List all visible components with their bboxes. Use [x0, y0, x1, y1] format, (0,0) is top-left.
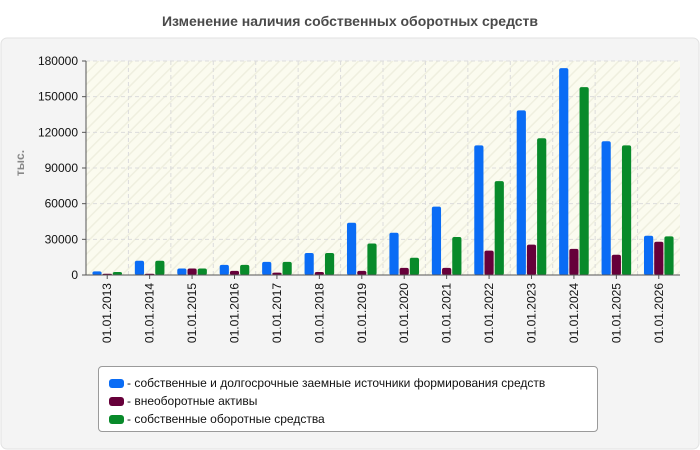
bar-sources [134, 260, 145, 275]
bar-noncurrent-assets [272, 272, 282, 275]
bar-noncurrent-assets [569, 248, 579, 275]
y-tick-label: 120000 [38, 125, 78, 139]
bar-sources [559, 68, 569, 275]
bar-working-capital [409, 257, 420, 275]
legend-item-sources: - собственные и долгосрочные заемные ист… [109, 374, 587, 392]
bar-working-capital [240, 264, 250, 275]
y-tick-label: 150000 [38, 90, 78, 104]
y-tick-label: 90000 [45, 161, 79, 175]
x-tick-label: 01.01.2023 [525, 283, 539, 343]
bar-sources [219, 264, 229, 275]
legend-swatch-noncurrent-assets [109, 396, 124, 406]
bar-noncurrent-assets [314, 272, 324, 275]
bar-noncurrent-assets [187, 268, 197, 275]
legend-item-working-capital: - собственные оборотные средства [109, 410, 587, 428]
x-tick-label: 01.01.2017 [270, 283, 284, 343]
legend-swatch-sources [109, 378, 124, 388]
bar-working-capital [282, 261, 292, 275]
x-tick-label: 01.01.2019 [355, 283, 369, 343]
y-tick-label: 60000 [45, 197, 79, 211]
grid-layer [86, 60, 680, 275]
bar-sources [474, 145, 484, 275]
y-tick-label: 0 [71, 268, 78, 282]
bar-working-capital [324, 253, 335, 275]
bar-sources [389, 232, 399, 275]
y-ticks: 0 30000 60000 90000 120000 150000 180000 [38, 54, 86, 282]
bar-working-capital [112, 272, 123, 275]
y-tick-label: 180000 [38, 54, 78, 68]
x-tick-label: 01.01.2024 [567, 283, 581, 343]
bar-sources [516, 110, 526, 275]
legend-label-working-capital: - собственные оборотные средства [127, 412, 325, 426]
bar-sources [262, 261, 272, 275]
bar-noncurrent-assets [229, 270, 240, 275]
x-tick-label: 01.01.2014 [143, 283, 157, 343]
legend-item-noncurrent-assets: - внеоборотные активы [109, 392, 587, 410]
bars-layer [92, 68, 674, 276]
x-ticks: 01.01.2013 01.01.2014 01.01.2015 01.01.2016… [100, 275, 666, 343]
x-tick-label: 01.01.2018 [312, 283, 326, 343]
legend-label-noncurrent-assets: - внеоборотные активы [127, 394, 258, 408]
bar-noncurrent-assets [611, 254, 621, 275]
x-tick-label: 01.01.2026 [652, 283, 666, 343]
legend-label-sources: - собственные и долгосрочные заемные ист… [127, 376, 546, 390]
bar-sources [92, 271, 102, 275]
x-tick-label: 01.01.2022 [482, 283, 496, 343]
bar-noncurrent-assets [484, 250, 494, 275]
bar-working-capital [579, 87, 589, 276]
x-tick-label: 01.01.2021 [440, 283, 454, 343]
bar-noncurrent-assets [442, 267, 452, 275]
y-axis-label: тыс. [13, 150, 27, 176]
bar-working-capital [621, 145, 632, 275]
x-tick-label: 01.01.2025 [609, 283, 623, 343]
x-tick-label: 01.01.2015 [185, 283, 199, 343]
bar-working-capital [155, 260, 165, 275]
bar-working-capital [664, 236, 674, 275]
bar-sources [304, 253, 314, 275]
x-tick-label: 01.01.2016 [228, 283, 242, 343]
y-tick-label: 30000 [45, 232, 79, 246]
bar-working-capital [367, 243, 377, 275]
bar-working-capital [494, 181, 504, 275]
bar-noncurrent-assets [357, 270, 367, 275]
bar-noncurrent-assets [654, 241, 664, 275]
legend: - собственные и долгосрочные заемные ист… [98, 366, 598, 432]
bar-noncurrent-assets [399, 267, 409, 275]
x-tick-label: 01.01.2020 [397, 283, 411, 343]
legend-swatch-working-capital [109, 414, 124, 424]
bar-sources [601, 141, 611, 275]
bar-sources [431, 206, 442, 275]
bar-working-capital [452, 236, 462, 275]
bar-working-capital [197, 268, 207, 275]
chart-title: Изменение наличия собственных оборотных … [162, 13, 538, 29]
bar-sources [643, 235, 654, 275]
bar-sources [346, 222, 357, 275]
bar-working-capital [537, 138, 547, 275]
bar-sources [177, 268, 187, 275]
bar-noncurrent-assets [526, 244, 537, 275]
x-tick-label: 01.01.2013 [100, 283, 114, 343]
